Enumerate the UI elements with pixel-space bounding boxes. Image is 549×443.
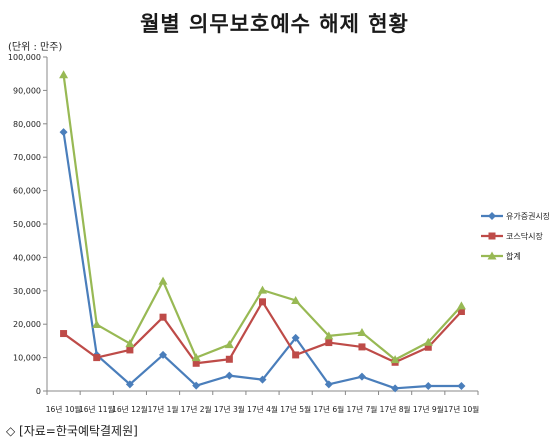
x-tick-label: 17년 10월 bbox=[444, 404, 480, 414]
data-point bbox=[258, 285, 267, 294]
data-point bbox=[358, 343, 366, 351]
y-tick-label: 10,000 bbox=[13, 354, 41, 363]
legend-marker bbox=[488, 212, 496, 220]
data-point bbox=[324, 380, 333, 389]
data-point bbox=[191, 353, 201, 362]
data-point bbox=[59, 70, 69, 79]
data-point bbox=[259, 298, 266, 306]
series-line bbox=[62, 300, 463, 365]
unit-label: (단위 : 만주) bbox=[8, 42, 63, 53]
data-point bbox=[93, 354, 101, 362]
data-point bbox=[424, 381, 433, 390]
data-point bbox=[456, 301, 466, 310]
source-note: ◇ [자료=한국예탁결제원] bbox=[6, 424, 138, 438]
data-point bbox=[357, 372, 366, 381]
data-point bbox=[225, 355, 233, 363]
x-tick-label: 16년 12월 bbox=[112, 404, 148, 414]
chart-title: 월별 의무보호예수 해제 현황 bbox=[140, 12, 409, 36]
y-tick-label: 60,000 bbox=[13, 187, 41, 196]
data-point bbox=[159, 350, 168, 359]
data-point bbox=[258, 375, 267, 384]
y-tick-label: 80,000 bbox=[13, 120, 41, 129]
y-tick-label: 50,000 bbox=[13, 220, 41, 229]
data-point bbox=[291, 333, 300, 342]
data-point bbox=[192, 359, 200, 367]
data-point bbox=[357, 328, 367, 337]
y-tick-label: 70,000 bbox=[13, 153, 41, 162]
y-tick-label: 40,000 bbox=[13, 253, 41, 262]
data-point bbox=[457, 308, 465, 316]
x-tick-label: 17년 1월 bbox=[148, 404, 179, 414]
data-point bbox=[391, 384, 400, 393]
data-point bbox=[158, 276, 168, 285]
data-point bbox=[292, 351, 300, 359]
data-point bbox=[92, 320, 102, 329]
x-tick-label: 17년 8월 bbox=[380, 404, 411, 414]
data-point bbox=[457, 381, 466, 390]
x-tick-label: 16년 10월 bbox=[46, 404, 82, 414]
x-tick-label: 16년 11월 bbox=[79, 404, 115, 414]
y-tick-label: 0 bbox=[36, 387, 41, 396]
data-point bbox=[325, 339, 333, 347]
x-tick-label: 17년 7월 bbox=[347, 404, 378, 414]
y-tick-label: 30,000 bbox=[13, 287, 41, 296]
y-tick-label: 90,000 bbox=[13, 86, 41, 95]
data-point bbox=[324, 331, 334, 340]
x-tick-label: 17년 9월 bbox=[413, 404, 444, 414]
x-tick-label: 17년 5월 bbox=[280, 404, 311, 414]
data-point bbox=[424, 343, 432, 351]
y-tick-label: 100,000 bbox=[8, 53, 41, 62]
legend-marker bbox=[487, 251, 497, 260]
series-line bbox=[62, 74, 463, 361]
series-line bbox=[62, 131, 462, 390]
legend-label: 합계 bbox=[506, 251, 521, 261]
legend-label: 유가증권시장 bbox=[506, 211, 549, 221]
data-point bbox=[159, 313, 167, 321]
data-point bbox=[125, 380, 134, 389]
data-point bbox=[423, 337, 433, 346]
data-point bbox=[225, 371, 234, 380]
data-point bbox=[125, 339, 135, 348]
data-point bbox=[192, 381, 201, 390]
legend-marker bbox=[488, 232, 496, 240]
legend-label: 코스닥시장 bbox=[506, 231, 543, 241]
data-point bbox=[59, 128, 68, 137]
data-point bbox=[390, 355, 400, 364]
data-point bbox=[291, 295, 301, 304]
data-point bbox=[126, 346, 134, 354]
y-tick-label: 20,000 bbox=[13, 320, 41, 329]
x-tick-label: 17년 4월 bbox=[247, 404, 278, 414]
data-point bbox=[60, 330, 68, 338]
x-tick-label: 17년 3월 bbox=[214, 404, 245, 414]
data-point bbox=[224, 340, 234, 349]
x-tick-label: 17년 6월 bbox=[313, 404, 344, 414]
x-tick-label: 17년 2월 bbox=[181, 404, 212, 414]
